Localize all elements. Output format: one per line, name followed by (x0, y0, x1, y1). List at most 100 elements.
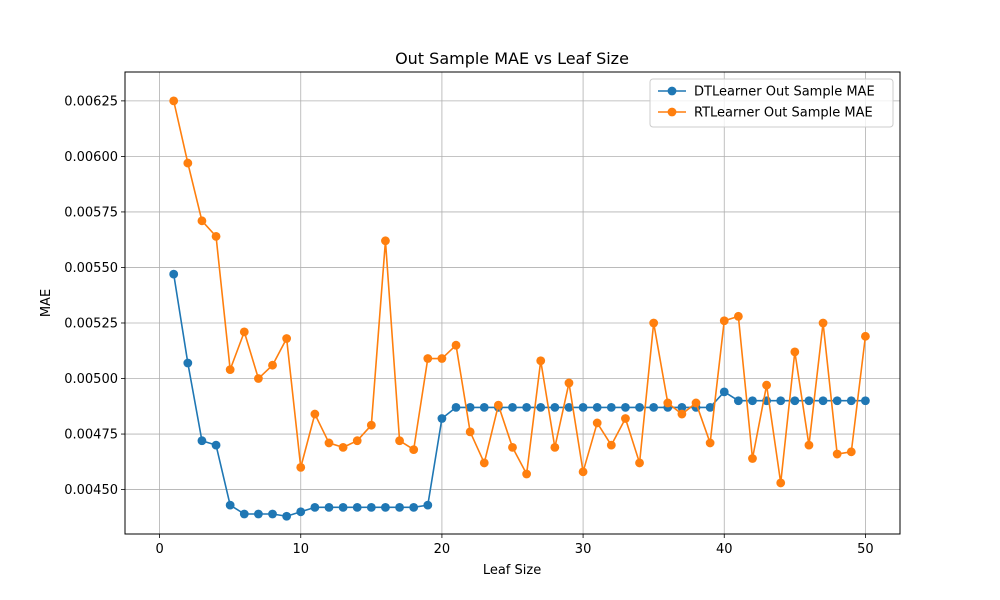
data-point (465, 402, 475, 412)
legend-marker (667, 107, 677, 117)
data-point (564, 378, 574, 388)
data-point (621, 402, 630, 412)
data-point (705, 438, 715, 448)
data-point (804, 396, 814, 406)
y-tick-label: 0.00600 (64, 150, 118, 165)
data-point (564, 402, 574, 412)
legend-label: RTLearner Out Sample MAE (694, 106, 873, 121)
data-point (663, 398, 673, 408)
data-point (691, 398, 701, 408)
x-tick-label: 50 (857, 542, 874, 557)
y-tick-label: 0.00525 (64, 316, 118, 331)
legend-marker (667, 86, 677, 96)
data-point (366, 502, 376, 512)
data-point (395, 436, 404, 446)
x-tick-label: 20 (434, 542, 451, 557)
data-point (790, 396, 800, 406)
data-point (649, 402, 659, 412)
data-point (606, 402, 616, 412)
data-point (282, 511, 292, 521)
data-point (508, 442, 517, 452)
data-point (818, 318, 828, 328)
series-2 (169, 96, 870, 488)
data-point (790, 347, 800, 357)
data-point (522, 402, 532, 412)
data-point (395, 502, 404, 512)
grid-lines (125, 72, 900, 534)
legend-box (649, 78, 894, 128)
x-tick-label: 40 (716, 542, 733, 557)
data-point (352, 502, 362, 512)
data-point (183, 158, 193, 168)
data-point (324, 438, 334, 448)
y-axis-label: MAE (39, 289, 54, 317)
data-point (437, 414, 447, 423)
y-tick-label: 0.00475 (64, 428, 118, 443)
data-point (677, 409, 687, 419)
data-point (776, 478, 786, 488)
data-point (733, 396, 743, 406)
data-point (592, 418, 602, 428)
data-point (733, 311, 743, 321)
data-point (338, 502, 348, 512)
data-point (437, 354, 447, 363)
data-point (804, 440, 814, 450)
data-point (268, 509, 277, 519)
data-point (493, 400, 503, 410)
data-point (451, 340, 461, 350)
data-point (211, 231, 221, 241)
y-axis-ticks: 0.00450 0.00475 0.00500 0.00525 0.00550 0.005… (64, 94, 125, 498)
series-line (172, 100, 867, 484)
data-point (282, 334, 292, 343)
data-point (324, 502, 334, 512)
x-axis-ticks: 0 10 20 30 40 50 (155, 534, 874, 557)
data-point (606, 440, 616, 450)
legend: DTLearner Out Sample MAE RTLearner Out Sa… (649, 78, 894, 128)
x-tick-label: 30 (575, 542, 592, 557)
data-point (550, 442, 560, 452)
data-point (762, 380, 771, 390)
data-point (296, 462, 306, 472)
data-point (508, 402, 517, 412)
data-point (677, 402, 687, 412)
y-tick-label: 0.00625 (64, 94, 118, 109)
data-point (451, 402, 461, 412)
data-point (310, 409, 320, 419)
chart-title: Out Sample MAE vs Leaf Size (395, 49, 629, 68)
x-tick-label: 0 (155, 542, 163, 557)
data-point (381, 502, 390, 512)
data-point (239, 327, 249, 337)
series-1 (169, 269, 870, 521)
data-point (719, 387, 729, 397)
data-point (409, 502, 419, 512)
y-tick-label: 0.00550 (64, 261, 118, 276)
data-point (183, 358, 193, 368)
data-point (352, 436, 362, 446)
data-point (254, 509, 263, 519)
y-tick-label: 0.00575 (64, 205, 118, 220)
data-point (381, 236, 390, 246)
data-point (861, 396, 870, 406)
data-point (635, 402, 644, 412)
series-layer (169, 96, 870, 521)
y-tick-label: 0.00500 (64, 372, 118, 387)
data-point (197, 436, 207, 446)
plot-frame (124, 71, 901, 535)
data-point (197, 216, 207, 226)
data-point (409, 445, 419, 454)
data-point (832, 396, 842, 406)
data-point (310, 502, 320, 512)
data-point (592, 402, 602, 412)
data-point (748, 454, 757, 463)
data-point (719, 316, 729, 326)
data-point (479, 458, 489, 468)
x-tick-label: 10 (292, 542, 309, 557)
data-point (169, 96, 179, 106)
data-point (846, 396, 856, 406)
data-point (705, 402, 715, 412)
legend-item: DTLearner Out Sample MAE (658, 85, 875, 100)
data-point (832, 449, 842, 459)
legend-item: RTLearner Out Sample MAE (658, 106, 873, 121)
data-point (423, 500, 433, 510)
